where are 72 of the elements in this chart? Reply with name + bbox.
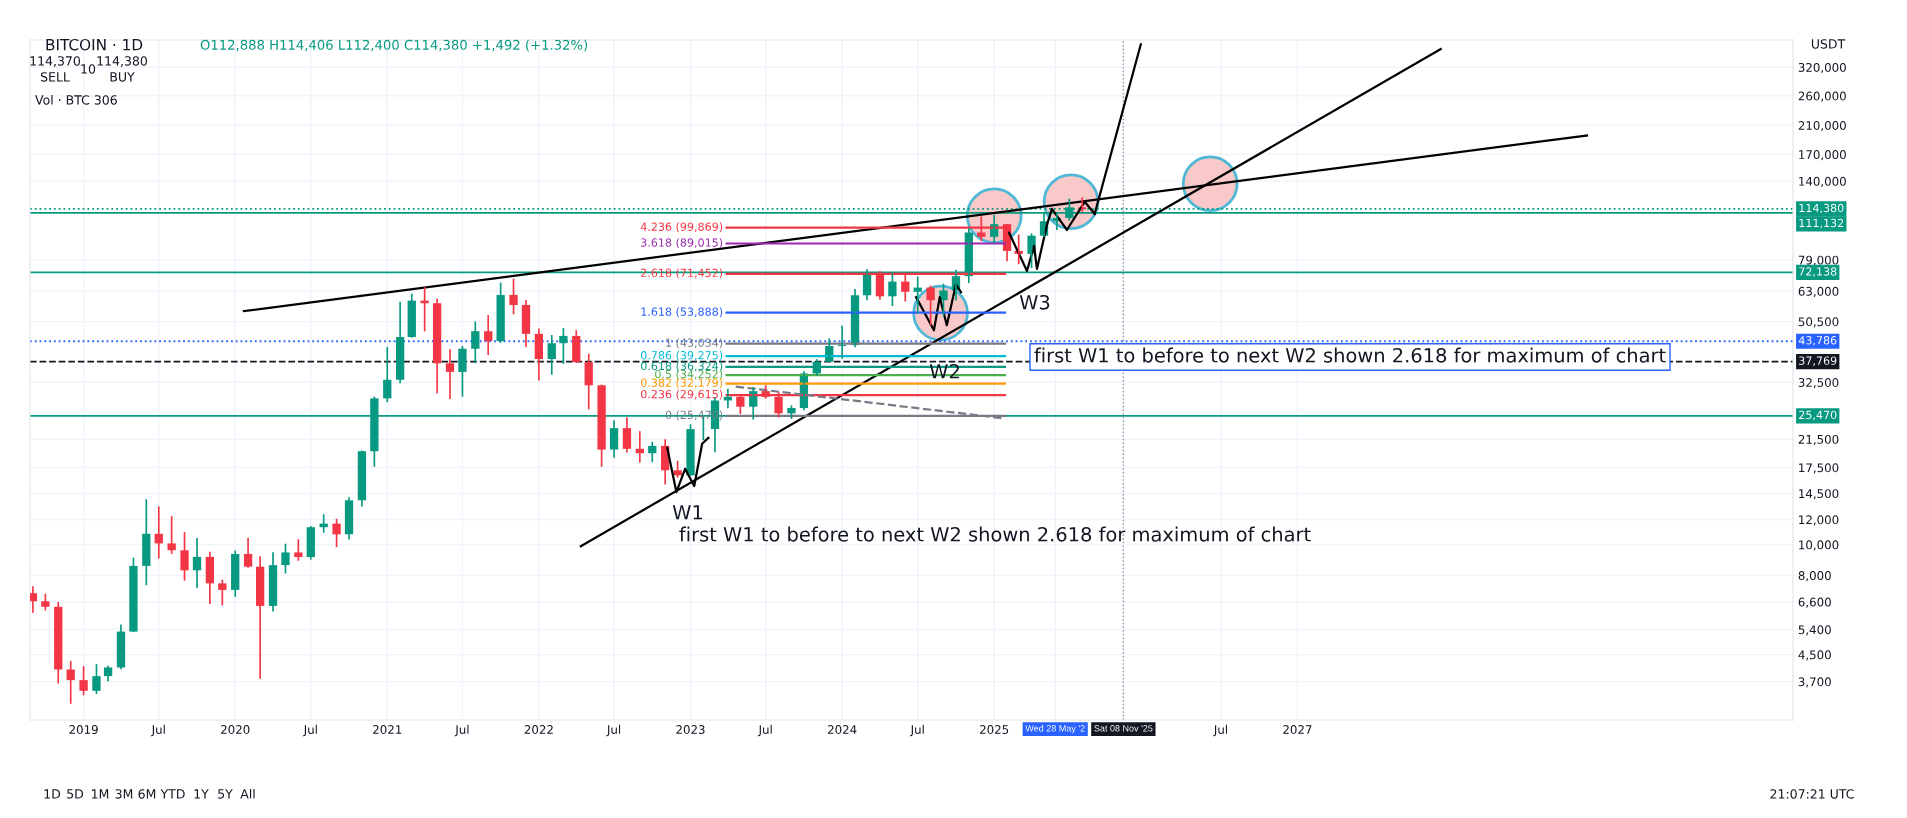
series-label: 1 (43,034) [666, 338, 723, 349]
y-tick-label: 140,000 [1799, 176, 1846, 187]
text: 3M [115, 789, 133, 799]
y-tick-label: 63,000 [1798, 286, 1839, 297]
y-tick-label: 260,000 [1798, 91, 1846, 102]
y-tick-label: 8,000 [1798, 571, 1831, 582]
series-label: 0.236 (29,615) [640, 389, 723, 400]
text: YTD [160, 789, 185, 799]
y-tick-label: 3,700 [1798, 677, 1831, 688]
ref-line-label: 114,380 [1799, 203, 1844, 214]
y-tick-label: 14,500 [1799, 489, 1839, 500]
y-tick-label: 79,000 [1798, 255, 1839, 266]
x-tick-label: 2025 [980, 725, 1009, 734]
x-tick-label: Jul [303, 724, 317, 737]
y-tick-label: 10,000 [1799, 540, 1839, 551]
text: 5D [67, 789, 84, 799]
annotation: 114,370 [30, 56, 81, 67]
annotation: first W1 to before to next W2 shown 2.618 for maximum of chart [679, 526, 1311, 542]
series-label: 0.786 (39,275) [640, 350, 723, 361]
x-tick-label: Jul [910, 724, 924, 737]
ref-line-label: 37,769 [1799, 356, 1837, 366]
x-tick-label: 2021 [373, 725, 402, 734]
legend-label: 111,132 [1799, 218, 1844, 229]
x-tick-label: Jul [606, 724, 621, 737]
series-label: 1.618 (53,888) [641, 307, 723, 318]
text: 1M [92, 789, 109, 799]
x-tick-label: 2022 [524, 725, 553, 734]
x-tick-label: 2019 [69, 725, 98, 734]
annotation: first W1 to before to next W2 shown 2.618 for maximum of chart [1034, 347, 1666, 363]
y-tick-label: 170,000 [1799, 150, 1846, 161]
x-tick-label: Jul [1213, 724, 1227, 737]
x-tick-label: 2024 [827, 725, 857, 734]
annotation: W1 [672, 505, 702, 520]
annotation: 10 [81, 64, 96, 74]
text: 1Y [194, 789, 209, 799]
y-tick-label: 5,400 [1798, 625, 1831, 636]
y-tick-label: 12,000 [1799, 515, 1839, 526]
y-tick-label: 6,600 [1798, 597, 1831, 608]
text: 5Y [218, 789, 233, 799]
text: All [240, 788, 255, 799]
y-tick-label: 4,500 [1798, 650, 1831, 661]
annotation: SELL [40, 72, 70, 82]
y-tick-label: 210,000 [1798, 121, 1846, 132]
text: USDT [1811, 39, 1846, 49]
x-tick-label: Wed 28 May '2 [1025, 724, 1085, 734]
y-tick-label: 17,500 [1799, 463, 1839, 474]
series-label: 4.236 (99,869) [640, 222, 723, 233]
annotation: 114,380 [97, 56, 148, 67]
chart-title: BITCOIN · 1D [46, 38, 143, 51]
ref-line-label: 25,470 [1799, 410, 1837, 421]
y-tick-label: 320,000 [1798, 62, 1846, 74]
series-label: 3.618 (89,015) [641, 238, 723, 249]
x-tick-label: Jul [151, 724, 165, 737]
annotation: BUY [110, 72, 135, 82]
x-tick-label: Jul [757, 724, 772, 737]
series-label: 0.382 (32,179) [640, 378, 723, 389]
annotation: Vol · BTC 306 [35, 94, 117, 105]
x-tick-label: Sat 08 Nov '25 [1094, 725, 1153, 732]
x-tick-label: 2027 [1283, 725, 1312, 734]
x-tick-label: 2020 [221, 725, 250, 734]
ref-line-label: 72,138 [1799, 267, 1837, 277]
annotation: W3 [1019, 294, 1050, 310]
chart-subtitle: O112,888 H114,406 L112,400 C114,380 +1,492 (+1.32%) [200, 39, 588, 52]
y-tick-label: 21,500 [1798, 434, 1839, 446]
text: 6M [138, 789, 156, 799]
text: 1D [44, 789, 61, 799]
x-tick-label: 2023 [676, 725, 705, 734]
y-tick-label: 32,500 [1798, 378, 1839, 389]
ref-line-label: 43,786 [1798, 336, 1837, 346]
x-tick-label: Jul [454, 724, 469, 737]
text: 21:07:21 UTC [1770, 789, 1854, 799]
y-tick-label: 50,500 [1798, 317, 1839, 328]
